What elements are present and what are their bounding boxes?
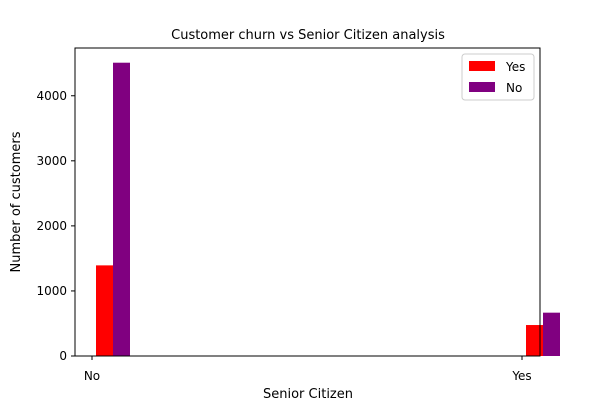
bar-no-yes xyxy=(543,312,560,356)
legend-label-yes: Yes xyxy=(505,60,525,74)
plot-frame xyxy=(74,47,541,357)
y-tick-label: 3000 xyxy=(36,154,67,168)
y-tick-label: 0 xyxy=(59,349,67,363)
y-axis-label: Number of customers xyxy=(9,131,24,272)
x-axis: No Yes xyxy=(84,356,532,383)
bar-yes-yes xyxy=(526,325,543,356)
x-tick-label: Yes xyxy=(511,369,531,383)
bar-yes-no xyxy=(96,265,113,356)
legend-swatch-yes xyxy=(469,61,495,71)
y-axis: 0 1000 2000 3000 4000 xyxy=(36,89,75,363)
legend: Yes No xyxy=(461,53,535,101)
legend-swatch-no xyxy=(469,82,495,92)
x-tick-label: No xyxy=(84,369,100,383)
y-tick-label: 2000 xyxy=(36,219,67,233)
y-tick-label: 1000 xyxy=(36,284,67,298)
bar-no-no xyxy=(113,62,130,356)
x-axis-label: Senior Citizen xyxy=(263,387,353,400)
legend-label-no: No xyxy=(506,81,522,95)
y-tick-label: 4000 xyxy=(36,89,67,103)
bars-group xyxy=(96,62,560,356)
chart-title: Customer churn vs Senior Citizen analysi… xyxy=(171,28,445,43)
